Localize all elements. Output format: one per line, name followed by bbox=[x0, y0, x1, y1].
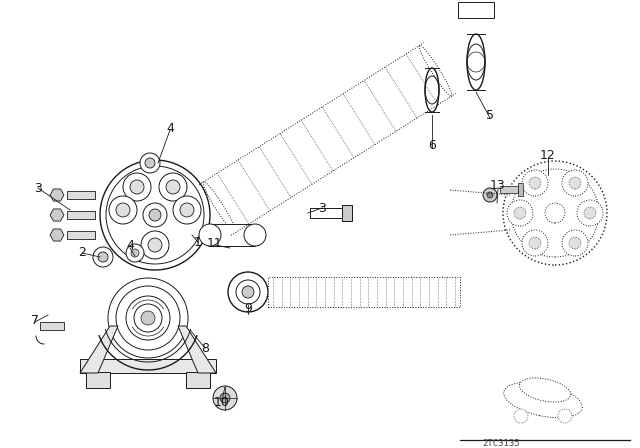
Text: 5: 5 bbox=[486, 108, 494, 121]
Circle shape bbox=[126, 244, 144, 262]
Circle shape bbox=[558, 409, 572, 423]
Circle shape bbox=[116, 203, 130, 217]
Circle shape bbox=[123, 173, 151, 201]
Bar bbox=[268, 277, 460, 307]
Circle shape bbox=[141, 231, 169, 259]
Text: 11: 11 bbox=[207, 237, 223, 250]
Bar bbox=[86, 372, 110, 388]
Polygon shape bbox=[50, 229, 64, 241]
Polygon shape bbox=[178, 326, 216, 373]
Circle shape bbox=[141, 311, 155, 325]
Circle shape bbox=[149, 209, 161, 221]
Circle shape bbox=[98, 252, 108, 262]
Circle shape bbox=[220, 393, 230, 403]
Circle shape bbox=[244, 224, 266, 246]
Polygon shape bbox=[50, 209, 64, 221]
Text: 7: 7 bbox=[31, 314, 39, 327]
Circle shape bbox=[562, 230, 588, 256]
Text: 2: 2 bbox=[78, 246, 86, 259]
Polygon shape bbox=[50, 189, 64, 201]
Circle shape bbox=[148, 238, 162, 252]
Circle shape bbox=[109, 196, 137, 224]
Text: 3: 3 bbox=[318, 202, 326, 215]
Text: 2TC3135: 2TC3135 bbox=[482, 439, 520, 448]
Circle shape bbox=[236, 280, 260, 304]
Text: 13: 13 bbox=[490, 178, 506, 191]
Circle shape bbox=[522, 230, 548, 256]
Circle shape bbox=[584, 207, 596, 219]
Bar bbox=[458, 2, 494, 18]
Circle shape bbox=[173, 196, 201, 224]
Text: 1: 1 bbox=[194, 236, 202, 249]
Polygon shape bbox=[80, 326, 118, 373]
Text: 10: 10 bbox=[214, 396, 230, 409]
Circle shape bbox=[529, 237, 541, 249]
Ellipse shape bbox=[504, 382, 582, 418]
Bar bbox=[40, 322, 64, 330]
Circle shape bbox=[242, 286, 254, 298]
Circle shape bbox=[514, 409, 528, 423]
Bar bbox=[310, 208, 342, 218]
Circle shape bbox=[228, 272, 268, 312]
Circle shape bbox=[577, 200, 603, 226]
Circle shape bbox=[483, 188, 497, 202]
Text: 4: 4 bbox=[126, 238, 134, 251]
Ellipse shape bbox=[520, 378, 570, 402]
Circle shape bbox=[199, 224, 221, 246]
Circle shape bbox=[213, 386, 237, 410]
Bar bbox=[67, 211, 95, 219]
Text: 8: 8 bbox=[201, 341, 209, 354]
Circle shape bbox=[140, 153, 160, 173]
Circle shape bbox=[569, 177, 581, 189]
Bar bbox=[80, 359, 216, 373]
Bar bbox=[500, 186, 518, 193]
Circle shape bbox=[514, 207, 526, 219]
Circle shape bbox=[93, 247, 113, 267]
Circle shape bbox=[131, 249, 139, 257]
Circle shape bbox=[569, 237, 581, 249]
Bar bbox=[186, 372, 210, 388]
Bar bbox=[67, 231, 95, 239]
Text: 6: 6 bbox=[428, 138, 436, 151]
Circle shape bbox=[145, 158, 155, 168]
Circle shape bbox=[545, 203, 565, 223]
Circle shape bbox=[487, 192, 493, 198]
Text: 3: 3 bbox=[34, 181, 42, 194]
Circle shape bbox=[130, 180, 144, 194]
Bar bbox=[342, 205, 352, 221]
Circle shape bbox=[143, 203, 167, 227]
Text: 4: 4 bbox=[166, 121, 174, 134]
Circle shape bbox=[529, 177, 541, 189]
Text: 9: 9 bbox=[244, 302, 252, 314]
Bar bbox=[518, 183, 523, 196]
Bar bbox=[67, 191, 95, 199]
Circle shape bbox=[159, 173, 187, 201]
Circle shape bbox=[507, 200, 533, 226]
Circle shape bbox=[562, 170, 588, 196]
Circle shape bbox=[522, 170, 548, 196]
Circle shape bbox=[180, 203, 194, 217]
Text: 12: 12 bbox=[540, 148, 556, 161]
Bar bbox=[210, 224, 255, 246]
Circle shape bbox=[166, 180, 180, 194]
